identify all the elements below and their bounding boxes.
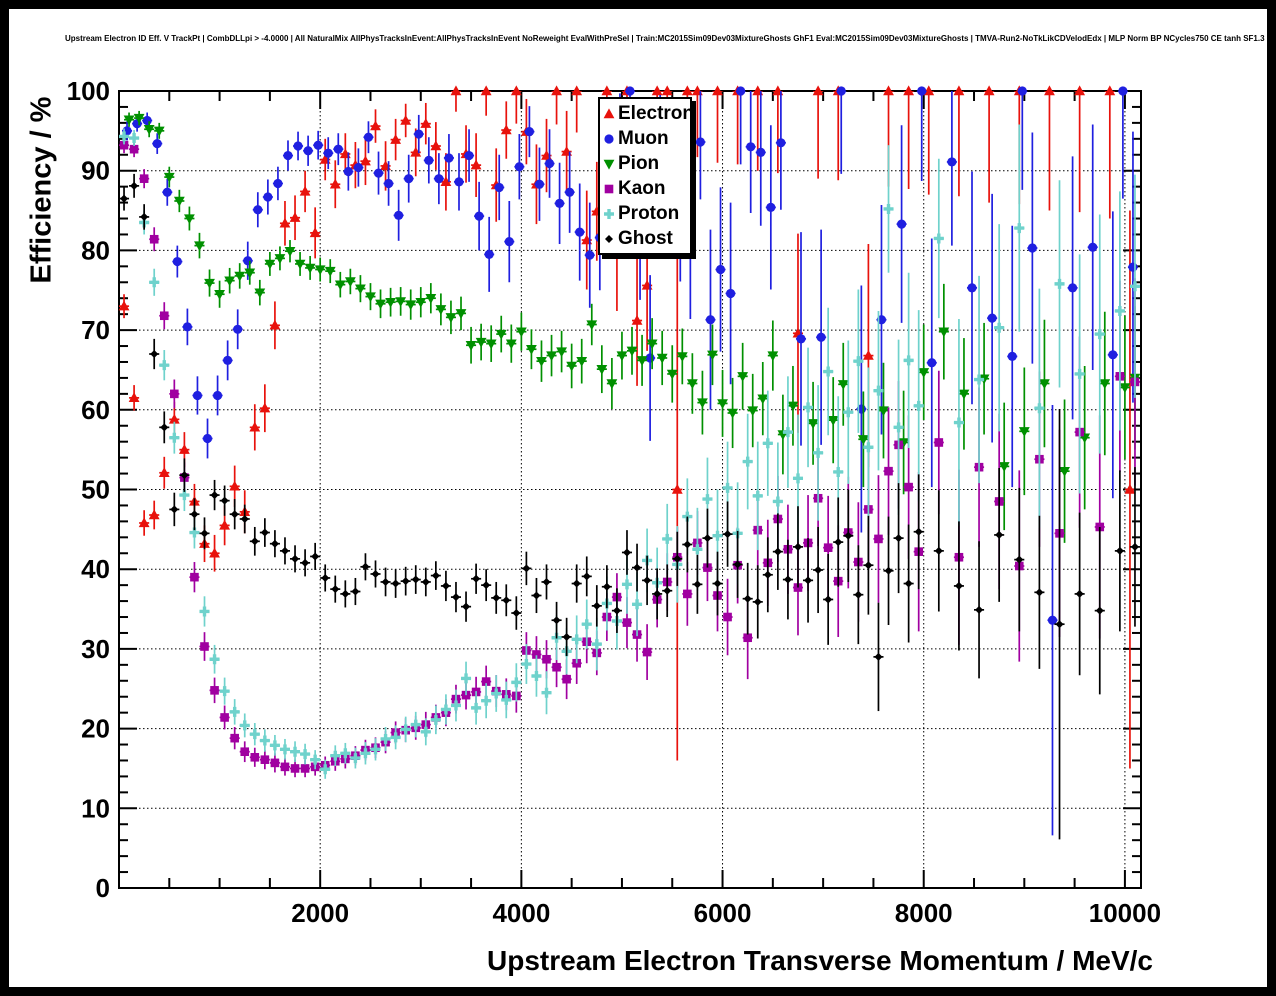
y-tick-label: 70 bbox=[81, 315, 110, 345]
legend-label: Proton bbox=[618, 202, 680, 224]
muon-marker-icon bbox=[604, 133, 614, 144]
x-axis-title: Upstream Electron Transverse Momentum / … bbox=[487, 945, 1153, 976]
y-tick-label: 30 bbox=[81, 634, 110, 664]
series-errorbars-ghost bbox=[119, 173, 1140, 840]
legend-label: Pion bbox=[618, 152, 660, 174]
kaon-marker-icon bbox=[604, 184, 614, 193]
series-markers-pion bbox=[123, 113, 1141, 477]
x-tick-label: 2000 bbox=[291, 898, 349, 928]
y-tick-label: 40 bbox=[81, 554, 110, 584]
y-tick-labels: 0 10 20 30 40 50 60 70 80 90 100 bbox=[67, 76, 110, 903]
efficiency-chart: 2000 4000 6000 8000 10000 0 10 20 30 40 50 60 70 80 90… bbox=[67, 76, 1161, 928]
x-tick-labels: 2000 4000 6000 8000 10000 bbox=[291, 898, 1161, 928]
legend-label: Electron bbox=[618, 102, 695, 124]
legend-entry-proton: Proton bbox=[602, 201, 690, 226]
y-tick-label: 10 bbox=[81, 793, 110, 823]
y-tick-label: 60 bbox=[81, 395, 110, 425]
y-tick-label: 100 bbox=[67, 76, 110, 106]
ghost-marker-icon bbox=[605, 234, 613, 243]
electron-marker-icon bbox=[603, 107, 615, 118]
legend-entry-muon: Muon bbox=[602, 126, 690, 151]
legend-entry-kaon: Kaon bbox=[602, 176, 690, 201]
grid-lines bbox=[119, 91, 1141, 888]
legend-label: Ghost bbox=[618, 227, 673, 249]
y-tick-label: 90 bbox=[81, 156, 110, 186]
x-tick-label: 6000 bbox=[694, 898, 752, 928]
plot-title: Upstream Electron ID Eff. V TrackPt | Co… bbox=[65, 34, 1276, 43]
legend-label: Kaon bbox=[618, 177, 666, 199]
x-tick-label: 10000 bbox=[1089, 898, 1161, 928]
x-tick-label: 4000 bbox=[492, 898, 550, 928]
legend-label: Muon bbox=[618, 127, 669, 149]
legend-entry-ghost: Ghost bbox=[602, 226, 690, 251]
x-tick-label: 8000 bbox=[895, 898, 953, 928]
pion-marker-icon bbox=[603, 159, 615, 170]
series-markers-ghost bbox=[120, 181, 1139, 661]
y-tick-label: 50 bbox=[81, 475, 110, 505]
proton-marker-icon bbox=[604, 208, 614, 219]
legend-entry-pion: Pion bbox=[602, 151, 690, 176]
y-tick-label: 80 bbox=[81, 235, 110, 265]
y-tick-label: 0 bbox=[96, 873, 110, 903]
series-markers-proton bbox=[119, 131, 1140, 775]
y-tick-label: 20 bbox=[81, 714, 110, 744]
legend: Electron Muon Pion Kaon Proton Ghost bbox=[598, 97, 694, 255]
legend-entry-electron: Electron bbox=[602, 101, 694, 126]
y-axis-title: Efficiency / % bbox=[25, 96, 58, 284]
